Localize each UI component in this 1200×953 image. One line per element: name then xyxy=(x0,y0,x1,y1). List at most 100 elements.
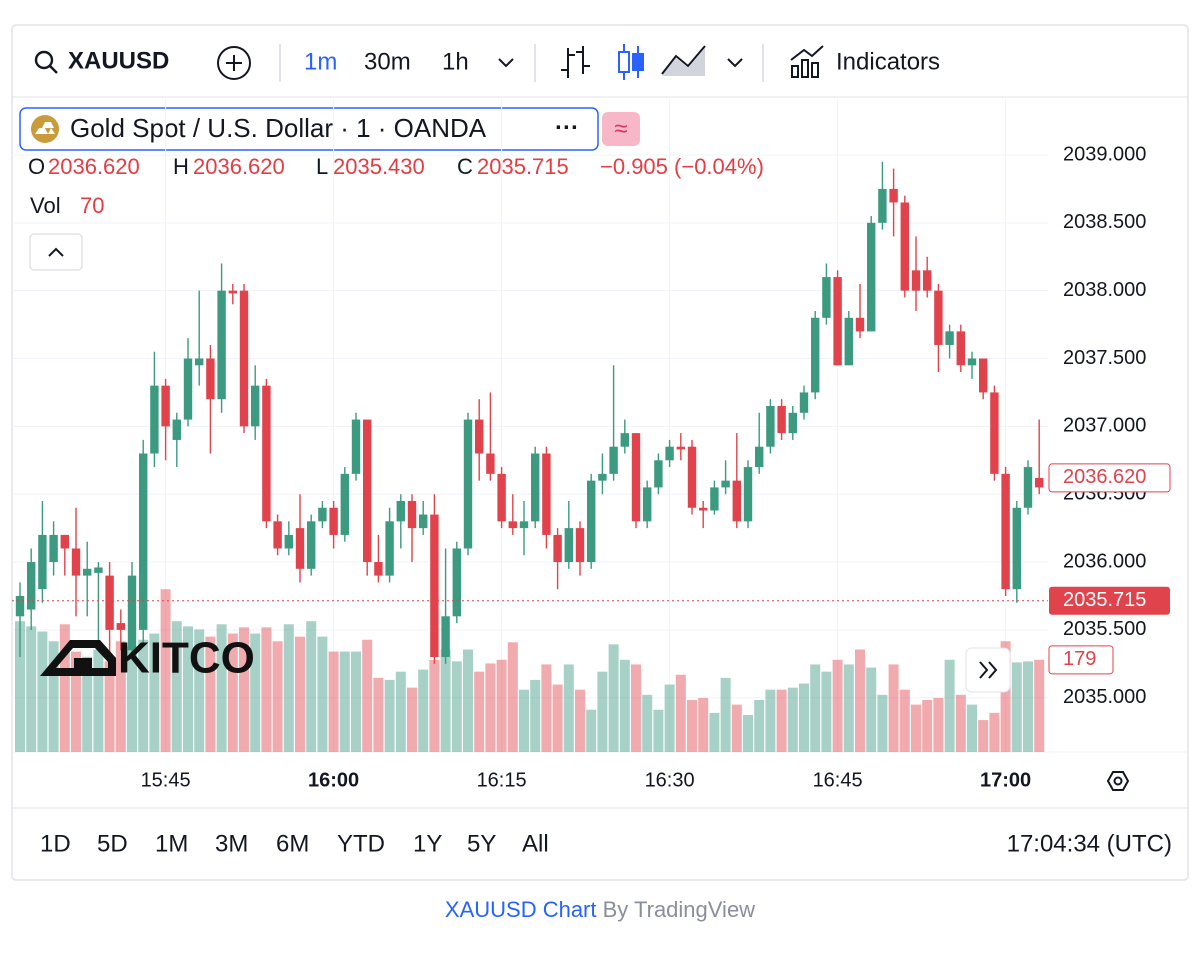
change: −0.905 (−0.04%) xyxy=(600,154,764,179)
y-tick-label: 2038.000 xyxy=(1063,279,1146,301)
candle-body xyxy=(396,500,405,522)
candle-body xyxy=(687,446,697,508)
interval[interactable]: 1m xyxy=(304,48,337,75)
indicators-icon[interactable] xyxy=(790,45,824,78)
current-price-box xyxy=(1049,586,1170,615)
volume-bar xyxy=(37,631,48,752)
volume-value: 70 xyxy=(80,193,104,218)
candle-body xyxy=(116,623,125,630)
volume-bar xyxy=(115,641,126,752)
candle-body xyxy=(206,358,215,400)
volume-bar xyxy=(675,674,686,752)
range-button[interactable]: All xyxy=(522,830,549,857)
candle-body xyxy=(811,317,820,393)
compare-button[interactable] xyxy=(217,46,251,80)
volume-bar xyxy=(194,629,205,752)
candle-body xyxy=(307,521,316,569)
search-icon[interactable] xyxy=(34,50,58,74)
candle-body xyxy=(766,406,775,447)
candle-body xyxy=(676,446,685,450)
candle-body xyxy=(1012,507,1021,590)
candle-body xyxy=(564,528,573,563)
candle-body xyxy=(105,575,114,630)
candle-body xyxy=(620,433,629,447)
candle-body xyxy=(587,480,596,563)
credit-link[interactable]: XAUUSD Chart xyxy=(445,897,597,922)
candle-body xyxy=(150,385,159,454)
range-button[interactable]: 5D xyxy=(97,830,128,857)
volume-bar xyxy=(563,664,574,752)
candle-body xyxy=(295,528,305,569)
range-button[interactable]: YTD xyxy=(337,830,385,857)
volume-bar xyxy=(306,621,317,752)
candle-body xyxy=(799,392,809,413)
candle-body xyxy=(463,419,473,549)
y-tick-label: 2037.000 xyxy=(1063,415,1146,437)
ohlc-label: H xyxy=(173,154,189,179)
volume-bar xyxy=(530,679,541,752)
candle-body xyxy=(855,317,865,332)
volume-bar xyxy=(552,684,563,752)
interval[interactable]: 30m xyxy=(364,48,411,75)
volume-bar xyxy=(418,669,429,752)
interval[interactable]: 1h xyxy=(442,48,469,75)
candle-body xyxy=(553,534,562,563)
volume-bar xyxy=(519,689,529,752)
volume-bar xyxy=(59,624,70,752)
toolbar: XAUUSD 1m 30m 1h Indicators xyxy=(34,44,940,82)
volume-bar xyxy=(1000,641,1011,752)
ohlc-value: 2036.620 xyxy=(193,154,285,179)
ohlc-value: 2035.715 xyxy=(477,154,569,179)
volume-bar xyxy=(731,704,742,752)
volume-bar xyxy=(93,649,104,752)
settings-icon[interactable] xyxy=(1106,771,1130,791)
candle-body xyxy=(262,385,271,522)
legend-box[interactable] xyxy=(19,107,599,151)
candle-body xyxy=(71,548,81,576)
volume-bar xyxy=(250,633,261,752)
scroll-arrows xyxy=(979,661,998,679)
chart-type-menu[interactable] xyxy=(727,58,743,68)
volume-bar xyxy=(687,699,697,752)
volume-bar xyxy=(989,712,1000,752)
volume-bar xyxy=(474,671,485,752)
volume-bar xyxy=(451,661,462,752)
candle-body xyxy=(374,562,383,576)
volume-bar xyxy=(362,639,373,752)
candle-body xyxy=(923,270,932,291)
legend-more[interactable]: ··· xyxy=(555,114,579,141)
volume-legend: Vol 70 xyxy=(30,193,104,218)
candle-body xyxy=(598,473,607,481)
range-button[interactable]: 5Y xyxy=(467,830,496,857)
area-icon[interactable] xyxy=(661,45,706,76)
bars-icon[interactable] xyxy=(561,46,590,78)
volume-label: Vol xyxy=(30,193,61,218)
volume-bar xyxy=(171,621,182,752)
x-tick-label: 16:15 xyxy=(477,769,527,791)
candle-body xyxy=(1001,473,1010,590)
symbol[interactable]: XAUUSD xyxy=(68,47,169,74)
watermark: KITCO xyxy=(40,634,255,683)
range-button[interactable]: 3M xyxy=(215,830,248,857)
symbol-icon-bars xyxy=(35,122,55,134)
volume-bar xyxy=(440,649,451,752)
range-button[interactable]: 6M xyxy=(276,830,309,857)
indicators[interactable]: Indicators xyxy=(836,48,940,75)
candle-body xyxy=(710,487,719,511)
volume-bar xyxy=(843,664,854,752)
candle-body xyxy=(139,453,148,630)
candle-body xyxy=(990,392,999,474)
candle-body xyxy=(979,358,988,393)
candles-icon[interactable] xyxy=(618,44,644,80)
volume-bar xyxy=(261,627,272,752)
collapse-button[interactable] xyxy=(29,233,83,271)
volume-bar xyxy=(698,697,709,752)
range-button[interactable]: 1D xyxy=(40,830,71,857)
interval-menu[interactable] xyxy=(498,58,514,68)
candle-body xyxy=(318,507,327,522)
candle-body xyxy=(665,446,674,461)
candle-body xyxy=(407,500,417,529)
range-button[interactable]: 1M xyxy=(155,830,188,857)
volume-bar xyxy=(1023,661,1033,752)
range-button[interactable]: 1Y xyxy=(413,830,442,857)
